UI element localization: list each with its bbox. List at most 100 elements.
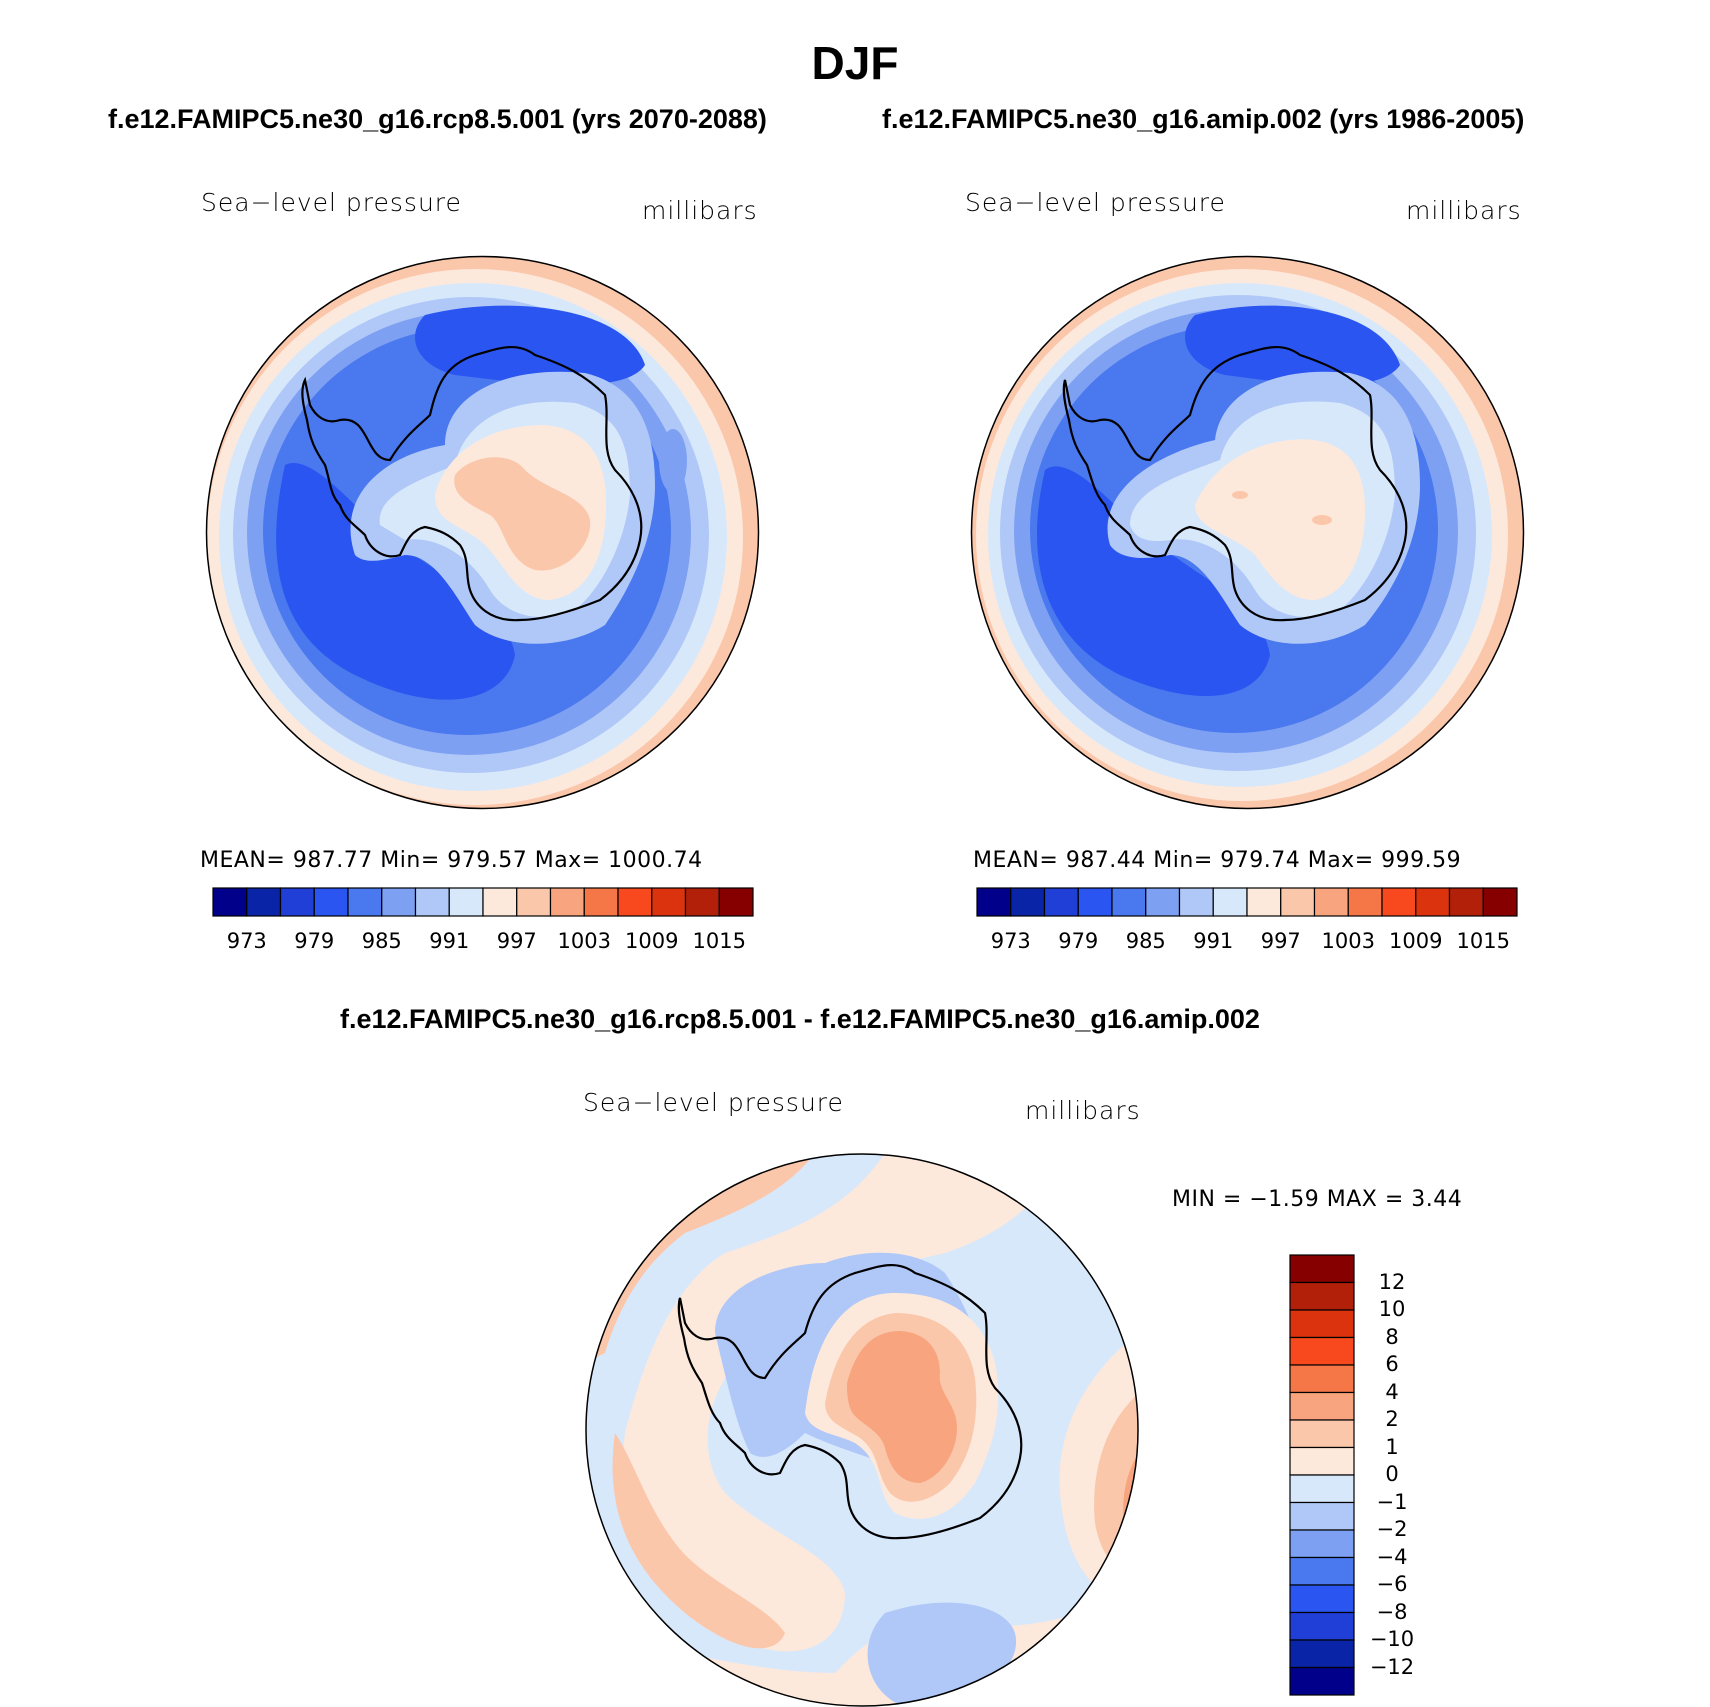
diff-variable-label: Sea−level pressure (583, 1088, 844, 1117)
colorbar-tick-label: 1009 (625, 929, 679, 953)
colorbar-swatch (1289, 1639, 1355, 1669)
colorbar-swatch (1289, 1501, 1355, 1531)
colorbar-swatch (212, 887, 248, 917)
panel-1-case-title: f.e12.FAMIPC5.ne30_g16.rcp8.5.001 (yrs 2… (108, 104, 767, 134)
colorbar-tick-label: 991 (1193, 929, 1234, 953)
colorbar-swatch (1077, 887, 1113, 917)
colorbar-swatch (1289, 1309, 1355, 1339)
colorbar-tick-label: 8 (1385, 1324, 1399, 1349)
colorbar-tick-label: 997 (1260, 929, 1301, 953)
continent-high (1195, 439, 1365, 600)
colorbar-tick-label: 979 (1058, 929, 1099, 953)
colorbar-tick-label: −6 (1376, 1572, 1408, 1596)
colorbar-swatch (1381, 887, 1417, 917)
panel-1-variable-label: Sea−level pressure (201, 188, 462, 217)
colorbar-tick-label: 973 (990, 929, 1031, 953)
colorbar-swatch (1289, 1474, 1355, 1504)
colorbar-tick-label: −12 (1369, 1654, 1415, 1679)
colorbar-tick-label: 0 (1385, 1462, 1399, 1486)
colorbar-swatch (448, 887, 484, 917)
colorbar-swatch (549, 887, 585, 917)
diff-colorbar (1289, 1254, 1355, 1696)
colorbar-swatch (684, 887, 720, 917)
colorbar-swatch (1289, 1364, 1355, 1394)
colorbar-swatch (976, 887, 1012, 917)
colorbar-tick-label: 6 (1385, 1352, 1399, 1376)
colorbar-tick-label: 10 (1378, 1297, 1406, 1321)
colorbar-tick-label: 1009 (1389, 929, 1443, 953)
colorbar-swatch (1289, 1584, 1355, 1614)
colorbar-tick-label: 2 (1385, 1407, 1399, 1431)
colorbar-tick-label: 979 (294, 929, 335, 953)
diff-units-label: millibars (1025, 1096, 1141, 1125)
panel-1-map (205, 255, 760, 810)
diff-map (585, 1153, 1139, 1707)
colorbar-swatch (1289, 1611, 1355, 1641)
colorbar-tick-label: 985 (1125, 929, 1166, 953)
low-pressure-lobe (415, 305, 645, 385)
low-pressure-lobe (1185, 305, 1400, 385)
map-boundary (205, 255, 760, 810)
colorbar-tick-label: 1015 (692, 929, 746, 953)
continent-anomaly (847, 1331, 957, 1483)
colorbar-swatch (1289, 1529, 1355, 1559)
panel-1-units-label: millibars (642, 196, 758, 225)
colorbar-swatch (1289, 1556, 1355, 1586)
colorbar-swatch (1448, 887, 1484, 917)
panel-1-stats: MEAN= 987.77 Min= 979.57 Max= 1000.74 (200, 848, 703, 873)
positive-anomaly (586, 1154, 1055, 1652)
colorbar-swatch (414, 887, 450, 917)
continent-high (454, 457, 591, 571)
panel-2-map (970, 255, 1525, 810)
colorbar-tick-label: −1 (1376, 1489, 1408, 1514)
colorbar-tick-label: 12 (1378, 1269, 1406, 1294)
colorbar-swatch (1043, 887, 1079, 917)
colorbar-swatch (1482, 887, 1518, 917)
antarctica-coastline (677, 1264, 1023, 1540)
map-boundary (970, 255, 1525, 810)
panel-2-colorbar (976, 887, 1518, 917)
colorbar-tick-label: 1 (1385, 1434, 1399, 1459)
colorbar-tick-label: −8 (1376, 1599, 1408, 1624)
colorbar-swatch (1415, 887, 1451, 917)
colorbar-swatch (1347, 887, 1383, 917)
panel-2-case-title: f.e12.FAMIPC5.ne30_g16.amip.002 (yrs 198… (882, 104, 1525, 134)
colorbar-swatch (1178, 887, 1214, 917)
page-title: DJF (811, 37, 899, 89)
colorbar-swatch (313, 887, 349, 917)
panel-1-colorbar (212, 887, 754, 917)
diff-stats: MIN = −1.59 MAX = 3.44 (1172, 1187, 1463, 1212)
colorbar-swatch (246, 887, 282, 917)
colorbar-tick-label: 4 (1385, 1379, 1399, 1404)
colorbar-tick-label: 1003 (1321, 929, 1375, 953)
negative-anomaly (867, 1602, 1017, 1706)
colorbar-swatch (1246, 887, 1282, 917)
colorbar-swatch (347, 887, 383, 917)
panel-2-stats: MEAN= 987.44 Min= 979.74 Max= 999.59 (973, 848, 1462, 873)
colorbar-swatch (1289, 1666, 1355, 1696)
low-pressure-lobe (1037, 466, 1270, 697)
low-pressure-lobe (659, 429, 687, 493)
colorbar-swatch (718, 887, 754, 917)
colorbar-swatch (1145, 887, 1181, 917)
colorbar-swatch (381, 887, 417, 917)
colorbar-swatch (1313, 887, 1349, 917)
colorbar-swatch (482, 887, 518, 917)
colorbar-tick-label: −4 (1376, 1544, 1408, 1569)
colorbar-swatch (617, 887, 653, 917)
colorbar-tick-label: 991 (429, 929, 470, 953)
colorbar-tick-label: −2 (1376, 1517, 1408, 1541)
continent-high (1312, 515, 1332, 525)
panel-2-variable-label: Sea−level pressure (965, 188, 1226, 217)
colorbar-swatch (1289, 1281, 1355, 1311)
colorbar-swatch (1280, 887, 1316, 917)
colorbar-swatch (1010, 887, 1046, 917)
colorbar-tick-label: 985 (361, 929, 402, 953)
diff-case-title: f.e12.FAMIPC5.ne30_g16.rcp8.5.001 - f.e1… (340, 1004, 1260, 1034)
colorbar-swatch (1289, 1336, 1355, 1366)
colorbar-swatch (1212, 887, 1248, 917)
positive-anomaly (612, 1433, 785, 1649)
panel-2-units-label: millibars (1406, 196, 1522, 225)
colorbar-swatch (651, 887, 687, 917)
colorbar-tick-label: 973 (226, 929, 267, 953)
